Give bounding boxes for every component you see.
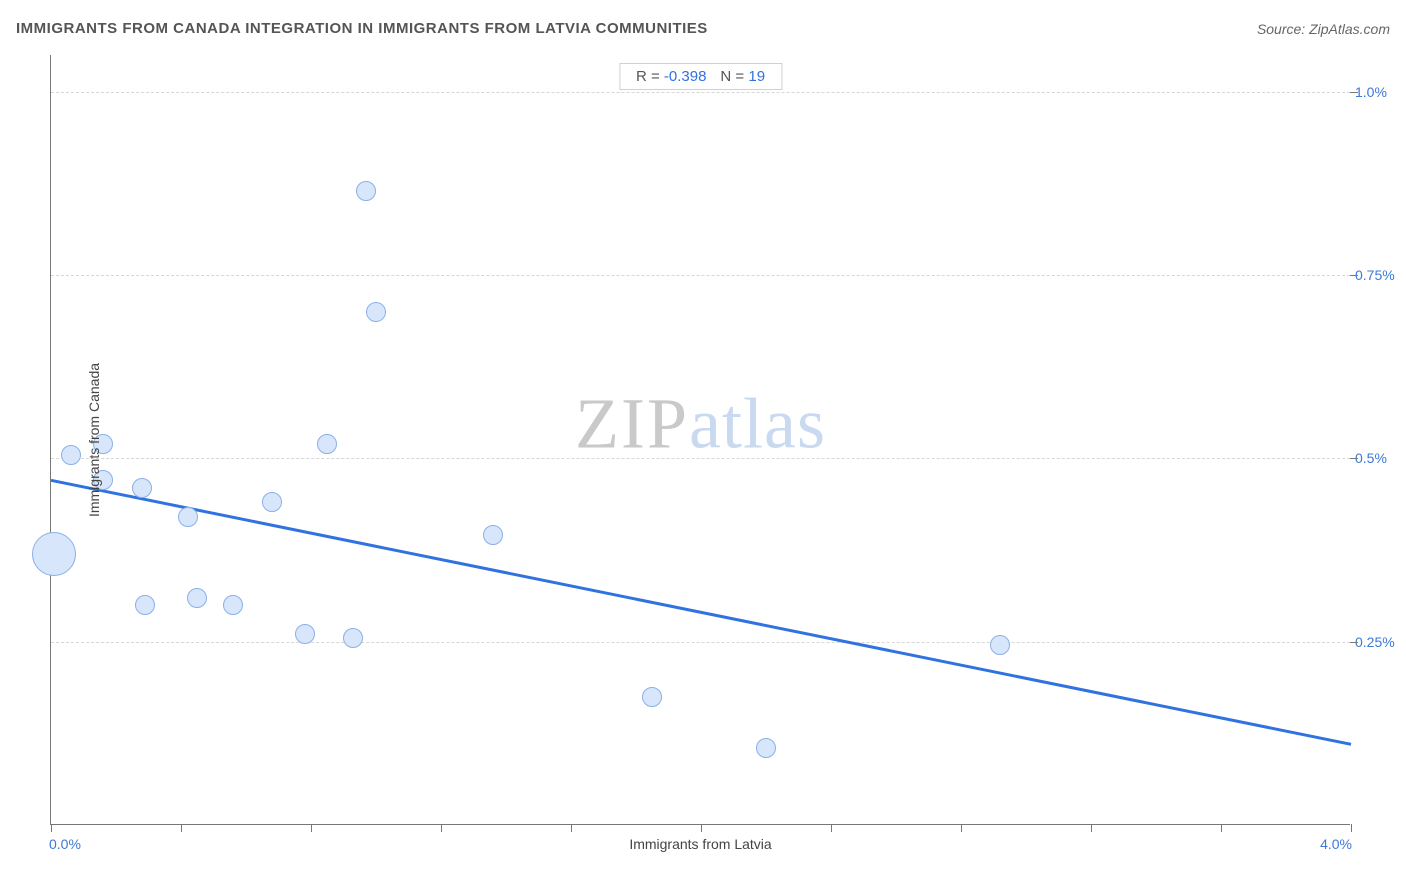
plot-region: ZIPatlas R = -0.398N = 19 Immigrants fro… xyxy=(50,55,1350,825)
chart-container: IMMIGRANTS FROM CANADA INTEGRATION IN IM… xyxy=(0,0,1406,892)
x-tick xyxy=(441,824,442,832)
x-tick xyxy=(1091,824,1092,832)
x-tick xyxy=(701,824,702,832)
x-tick xyxy=(1221,824,1222,832)
x-tick xyxy=(831,824,832,832)
x-tick xyxy=(311,824,312,832)
x-max-label: 4.0% xyxy=(1320,836,1352,852)
n-label: N = xyxy=(720,68,748,85)
chart-title: IMMIGRANTS FROM CANADA INTEGRATION IN IM… xyxy=(16,20,708,37)
x-tick xyxy=(1351,824,1352,832)
ticks-layer xyxy=(51,55,1350,824)
y-tick-label: 0.75% xyxy=(1355,267,1406,283)
r-value: -0.398 xyxy=(664,68,707,85)
x-axis-title: Immigrants from Latvia xyxy=(629,836,771,852)
title-bar: IMMIGRANTS FROM CANADA INTEGRATION IN IM… xyxy=(16,20,1390,37)
x-tick xyxy=(961,824,962,832)
source-label: Source: ZipAtlas.com xyxy=(1257,21,1390,37)
x-min-label: 0.0% xyxy=(49,836,81,852)
y-tick xyxy=(1350,642,1358,643)
x-tick xyxy=(571,824,572,832)
y-tick xyxy=(1350,92,1358,93)
n-value: 19 xyxy=(748,68,765,85)
y-tick-label: 1.0% xyxy=(1355,84,1406,100)
y-axis-title: Immigrants from Canada xyxy=(86,362,102,516)
y-tick xyxy=(1350,275,1358,276)
y-tick-label: 0.5% xyxy=(1355,450,1406,466)
x-tick xyxy=(181,824,182,832)
r-label: R = xyxy=(636,68,664,85)
stats-box: R = -0.398 N = 19 xyxy=(619,63,782,90)
y-tick-label: 0.25% xyxy=(1355,634,1406,650)
x-tick xyxy=(51,824,52,832)
y-tick xyxy=(1350,458,1358,459)
